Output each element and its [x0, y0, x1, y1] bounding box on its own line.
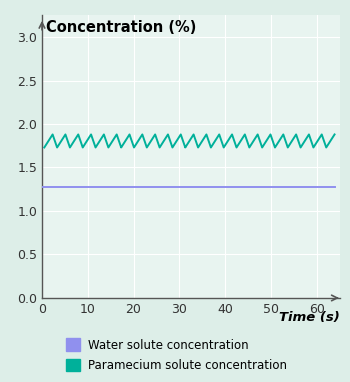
- Text: Concentration (%): Concentration (%): [47, 19, 197, 34]
- Text: Time (s): Time (s): [279, 311, 340, 324]
- Legend: Water solute concentration, Paramecium solute concentration: Water solute concentration, Paramecium s…: [63, 335, 290, 375]
